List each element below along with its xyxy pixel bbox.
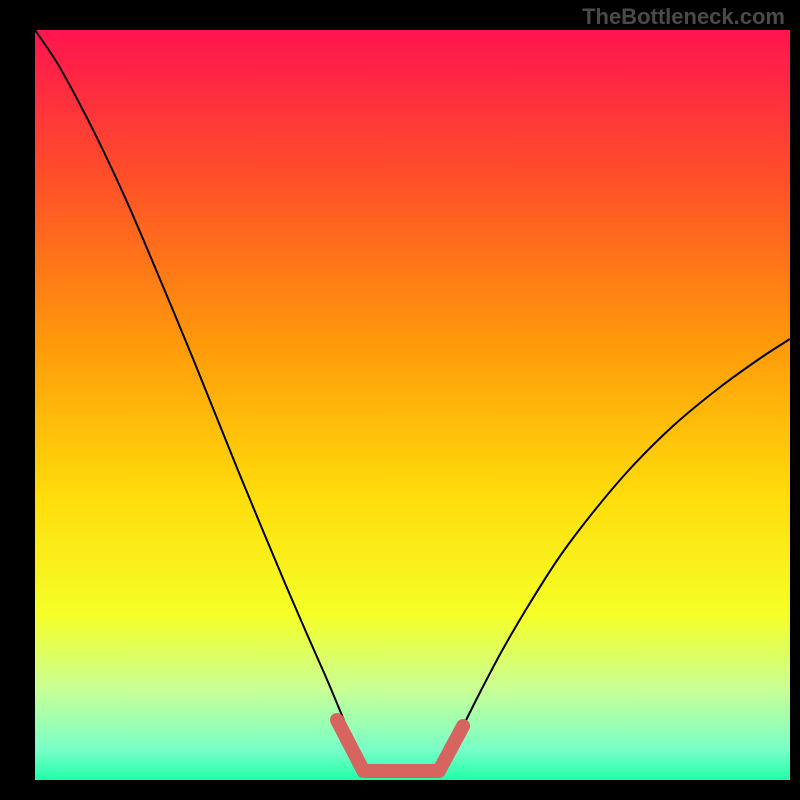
gradient-background	[35, 30, 790, 780]
watermark-text: TheBottleneck.com	[582, 4, 785, 30]
bottleneck-chart	[0, 0, 800, 800]
